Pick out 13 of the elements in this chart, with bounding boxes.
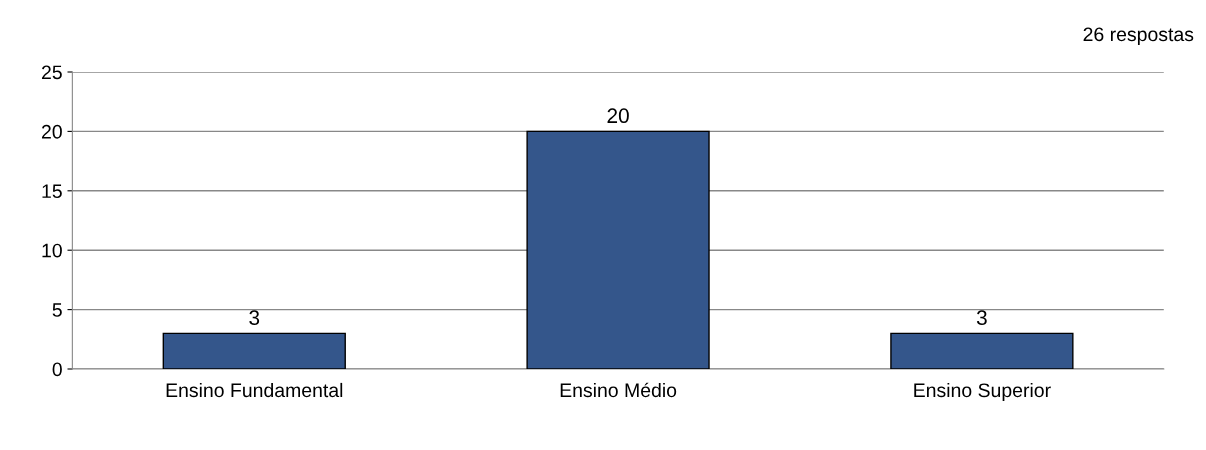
x-tick-label: Ensino Superior bbox=[914, 382, 1051, 402]
x-tick-label: Ensino Médio bbox=[560, 382, 677, 398]
y-tick-label: 20 bbox=[41, 124, 62, 139]
x-tick-label: Ensino Fundamental bbox=[166, 382, 343, 398]
y-tick-label: 5 bbox=[52, 303, 62, 317]
data-label: 20 bbox=[607, 108, 629, 124]
y-tick-label: 10 bbox=[42, 243, 62, 258]
data-label: 3 bbox=[976, 310, 987, 326]
y-tick-label: 15 bbox=[42, 184, 62, 199]
y-tick-label: 25 bbox=[41, 65, 62, 80]
y-tick-label: 0 bbox=[52, 362, 62, 377]
data-label: 3 bbox=[249, 310, 260, 326]
text: 26 respostas bbox=[1083, 27, 1194, 46]
